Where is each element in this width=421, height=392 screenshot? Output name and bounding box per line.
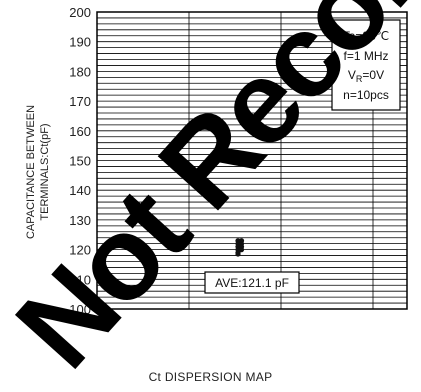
data-point — [238, 247, 245, 253]
condition-frequency: f=1 MHz — [343, 49, 388, 63]
y-axis-label-line1: CAPACITANCE BETWEEN — [25, 105, 37, 239]
y-tick-label: 170 — [69, 94, 91, 109]
condition-vr: VR=0V — [348, 68, 384, 84]
average-label: AVE:121.1 pF — [204, 271, 300, 294]
conditions-box — [331, 19, 401, 111]
average-value: AVE:121.1 pF — [215, 276, 289, 290]
condition-ta: Ta=25℃ — [343, 29, 390, 43]
data-points — [235, 238, 245, 257]
condition-vr-symbol: V — [348, 68, 356, 82]
y-tick-label: 100 — [69, 302, 91, 317]
conditions-legend: Ta=25℃ f=1 MHz VR=0V n=10pcs — [331, 19, 401, 111]
chart-caption: Ct DISPERSION MAP — [148, 370, 273, 384]
plot-area-frame — [96, 11, 408, 310]
y-tick-label: 120 — [69, 243, 91, 258]
average-box — [204, 271, 300, 294]
condition-sample-count: n=10pcs — [343, 88, 389, 102]
y-tick-label: 150 — [69, 154, 91, 169]
condition-vr-subscript: R — [356, 74, 363, 84]
data-point — [235, 251, 241, 257]
y-tick-label: 130 — [69, 213, 91, 228]
condition-vr-value: =0V — [362, 68, 384, 82]
y-tick-label: 200 — [69, 5, 91, 20]
y-tick-label: 180 — [69, 64, 91, 79]
y-tick-label: 190 — [69, 35, 91, 50]
y-axis-label-line2: TERMINALS:Ct(pF) — [39, 123, 51, 220]
y-tick-label: 140 — [69, 183, 91, 198]
y-tick-label: 160 — [69, 124, 91, 139]
y-tick-label: 110 — [70, 272, 91, 287]
y-tick-labels: 100 110 120 130 140 150 160 170 180 190 200 — [69, 5, 91, 317]
